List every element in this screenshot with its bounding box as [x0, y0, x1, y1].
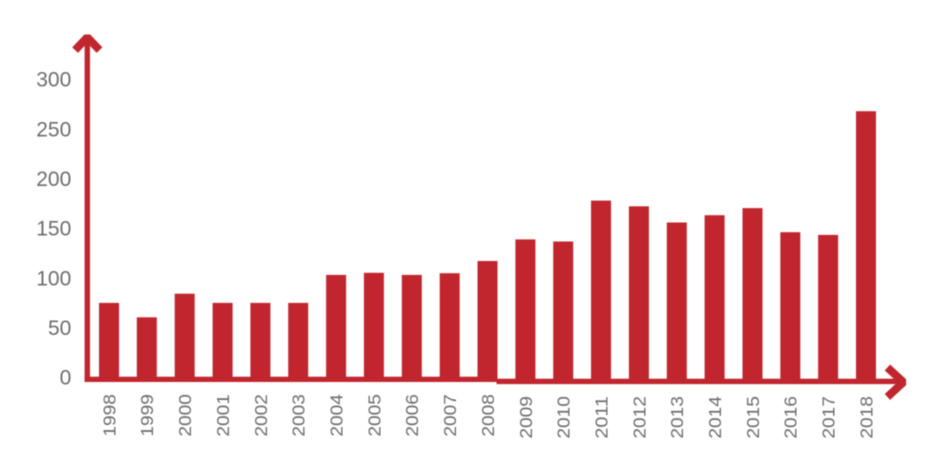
svg-text:2006: 2006 [402, 394, 422, 437]
svg-text:2016: 2016 [781, 396, 801, 439]
svg-text:2005: 2005 [364, 394, 384, 437]
svg-text:2010: 2010 [554, 396, 574, 439]
svg-text:1999: 1999 [137, 394, 157, 437]
svg-text:100: 100 [36, 267, 71, 290]
svg-text:2002: 2002 [251, 394, 271, 437]
svg-text:2017: 2017 [819, 396, 839, 439]
svg-text:2007: 2007 [440, 394, 460, 437]
svg-text:2000: 2000 [175, 394, 195, 437]
svg-text:50: 50 [48, 317, 71, 340]
svg-text:2009: 2009 [516, 396, 536, 439]
svg-text:2014: 2014 [705, 396, 725, 439]
svg-text:2015: 2015 [743, 396, 763, 439]
svg-text:250: 250 [36, 118, 71, 141]
svg-text:2012: 2012 [629, 396, 649, 439]
svg-text:2001: 2001 [213, 394, 233, 437]
svg-text:200: 200 [36, 168, 71, 191]
svg-text:2013: 2013 [667, 396, 687, 439]
svg-text:300: 300 [36, 69, 71, 92]
svg-text:2018: 2018 [856, 396, 876, 439]
svg-text:2011: 2011 [591, 396, 611, 439]
svg-text:1998: 1998 [99, 394, 119, 437]
svg-text:150: 150 [36, 218, 71, 241]
svg-text:2008: 2008 [478, 394, 498, 437]
svg-text:2003: 2003 [289, 394, 309, 437]
svg-text:0: 0 [60, 367, 72, 390]
svg-text:2004: 2004 [327, 394, 347, 437]
